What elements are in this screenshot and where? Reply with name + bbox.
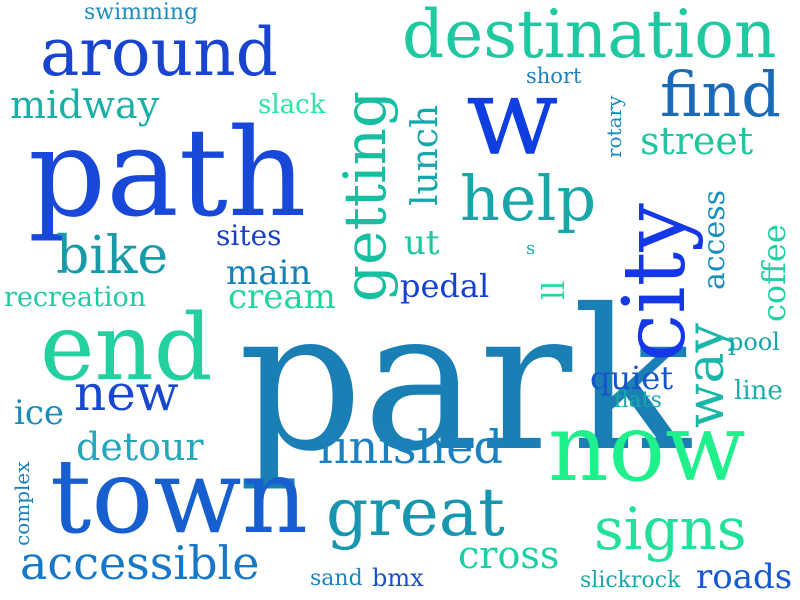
word-access: access: [697, 189, 732, 290]
word-main: main: [226, 253, 312, 293]
word-new: new: [74, 364, 179, 422]
word-sites: sites: [216, 219, 282, 252]
word-end: end: [40, 294, 213, 401]
word-lunch: lunch: [405, 104, 446, 206]
word-flats: flats: [614, 388, 662, 413]
word-great: great: [326, 474, 505, 551]
word-path: path: [28, 102, 307, 244]
word-finished: finished: [318, 420, 503, 474]
word-park: park: [238, 267, 691, 494]
word-now: now: [548, 394, 746, 503]
word-w: w: [466, 55, 559, 180]
word-ut: ut: [404, 223, 440, 263]
word-street: street: [640, 119, 754, 163]
word-rotary: rotary: [602, 95, 626, 158]
word-bike: bike: [56, 226, 169, 286]
word-complex: complex: [10, 461, 34, 546]
word-pool: pool: [728, 328, 780, 356]
word-s: s: [526, 238, 536, 259]
word-around: around: [40, 14, 278, 91]
word-line: line: [734, 376, 783, 406]
word-slickrock: slickrock: [580, 568, 681, 593]
word-recreation: recreation: [4, 282, 147, 313]
word-getting: getting: [331, 90, 399, 302]
word-find: find: [660, 58, 781, 131]
word-coffee: coffee: [755, 224, 793, 322]
word-swimming: swimming: [84, 0, 199, 25]
word-bmx: bmx: [372, 564, 424, 592]
word-sand: sand: [310, 566, 363, 591]
word-pedal: pedal: [400, 267, 490, 305]
word-ice: ice: [14, 393, 65, 433]
word-way: way: [676, 323, 736, 428]
word-short: short: [526, 64, 582, 88]
word-cream: cream: [228, 277, 336, 317]
word-accessible: accessible: [20, 536, 260, 590]
word-midway: midway: [10, 83, 160, 127]
word-ll: ll: [537, 280, 572, 300]
word-destination: destination: [402, 0, 777, 73]
word-detour: detour: [76, 425, 204, 469]
word-town: town: [50, 437, 308, 557]
word-help: help: [460, 162, 597, 235]
word-signs: signs: [594, 495, 747, 563]
word-roads: roads: [696, 557, 793, 597]
word-quiet: quiet: [590, 359, 674, 397]
word-slack: slack: [258, 90, 326, 120]
word-cross: cross: [458, 533, 560, 577]
